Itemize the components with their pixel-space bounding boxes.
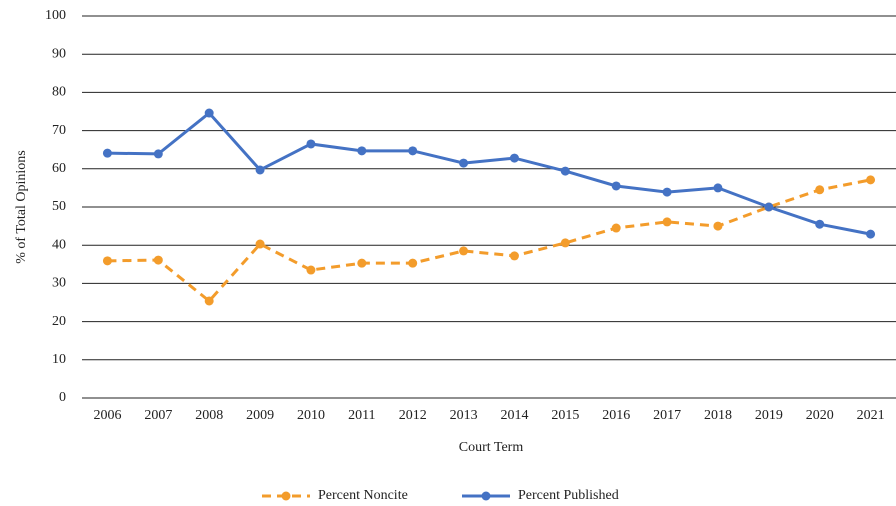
- series-point: [560, 166, 570, 176]
- x-tick-label: 2017: [653, 408, 681, 423]
- series-point: [611, 181, 621, 191]
- x-tick-label: 2020: [806, 408, 834, 423]
- series-point: [662, 217, 672, 227]
- series-point: [713, 221, 723, 231]
- series-point: [611, 223, 621, 233]
- series-point: [408, 146, 418, 156]
- y-tick-label: 100: [45, 8, 66, 23]
- series-point: [408, 258, 418, 268]
- series-point: [662, 187, 672, 197]
- series-point: [866, 229, 876, 239]
- x-tick-label: 2013: [450, 408, 478, 423]
- legend-marker: [481, 491, 491, 501]
- series-point: [357, 146, 367, 156]
- y-tick-label: 60: [52, 161, 66, 176]
- series-point: [713, 183, 723, 193]
- x-tick-label: 2007: [144, 408, 172, 423]
- y-tick-label: 80: [52, 85, 66, 100]
- y-tick-label: 20: [52, 314, 66, 329]
- x-tick-label: 2010: [297, 408, 325, 423]
- y-tick-label: 30: [52, 276, 66, 291]
- series-point: [255, 165, 265, 175]
- x-tick-label: 2012: [399, 408, 427, 423]
- series-point: [306, 139, 316, 149]
- x-tick-label: 2018: [704, 408, 732, 423]
- series-point: [153, 149, 163, 159]
- x-tick-label: 2011: [348, 408, 375, 423]
- x-tick-label: 2009: [246, 408, 274, 423]
- series-point: [204, 108, 214, 118]
- x-tick-label: 2008: [195, 408, 223, 423]
- series-point: [815, 185, 825, 195]
- series-point: [306, 265, 316, 275]
- series-point: [815, 219, 825, 229]
- series-point: [102, 256, 112, 266]
- series-line: [107, 178, 871, 304]
- y-tick-label: 10: [52, 352, 66, 367]
- x-tick-label: 2006: [93, 408, 121, 423]
- y-tick-label: 0: [59, 390, 66, 405]
- series-point: [102, 148, 112, 158]
- y-axis-label: % of Total Opinions: [14, 150, 29, 263]
- series-point: [560, 238, 570, 248]
- x-axis-label: Court Term: [459, 440, 524, 455]
- series-point: [204, 296, 214, 306]
- x-tick-label: 2016: [602, 408, 630, 423]
- series-point: [459, 158, 469, 168]
- series-point: [255, 239, 265, 249]
- series-point: [866, 175, 876, 185]
- series-point: [153, 255, 163, 265]
- x-tick-label: 2019: [755, 408, 783, 423]
- series-point: [459, 246, 469, 256]
- y-tick-label: 70: [52, 123, 66, 138]
- x-tick-label: 2021: [857, 408, 885, 423]
- series-point: [509, 153, 519, 163]
- legend-label: Percent Published: [518, 488, 619, 503]
- y-tick-label: 40: [52, 237, 66, 252]
- series-point: [357, 258, 367, 268]
- series-point: [764, 202, 774, 212]
- y-tick-label: 90: [52, 46, 66, 61]
- series-line: [107, 110, 871, 236]
- legend-label: Percent Noncite: [318, 488, 408, 503]
- x-tick-label: 2015: [551, 408, 579, 423]
- series-point: [509, 251, 519, 261]
- x-tick-label: 2014: [500, 408, 528, 423]
- legend-marker: [281, 491, 291, 501]
- y-tick-label: 50: [52, 199, 66, 214]
